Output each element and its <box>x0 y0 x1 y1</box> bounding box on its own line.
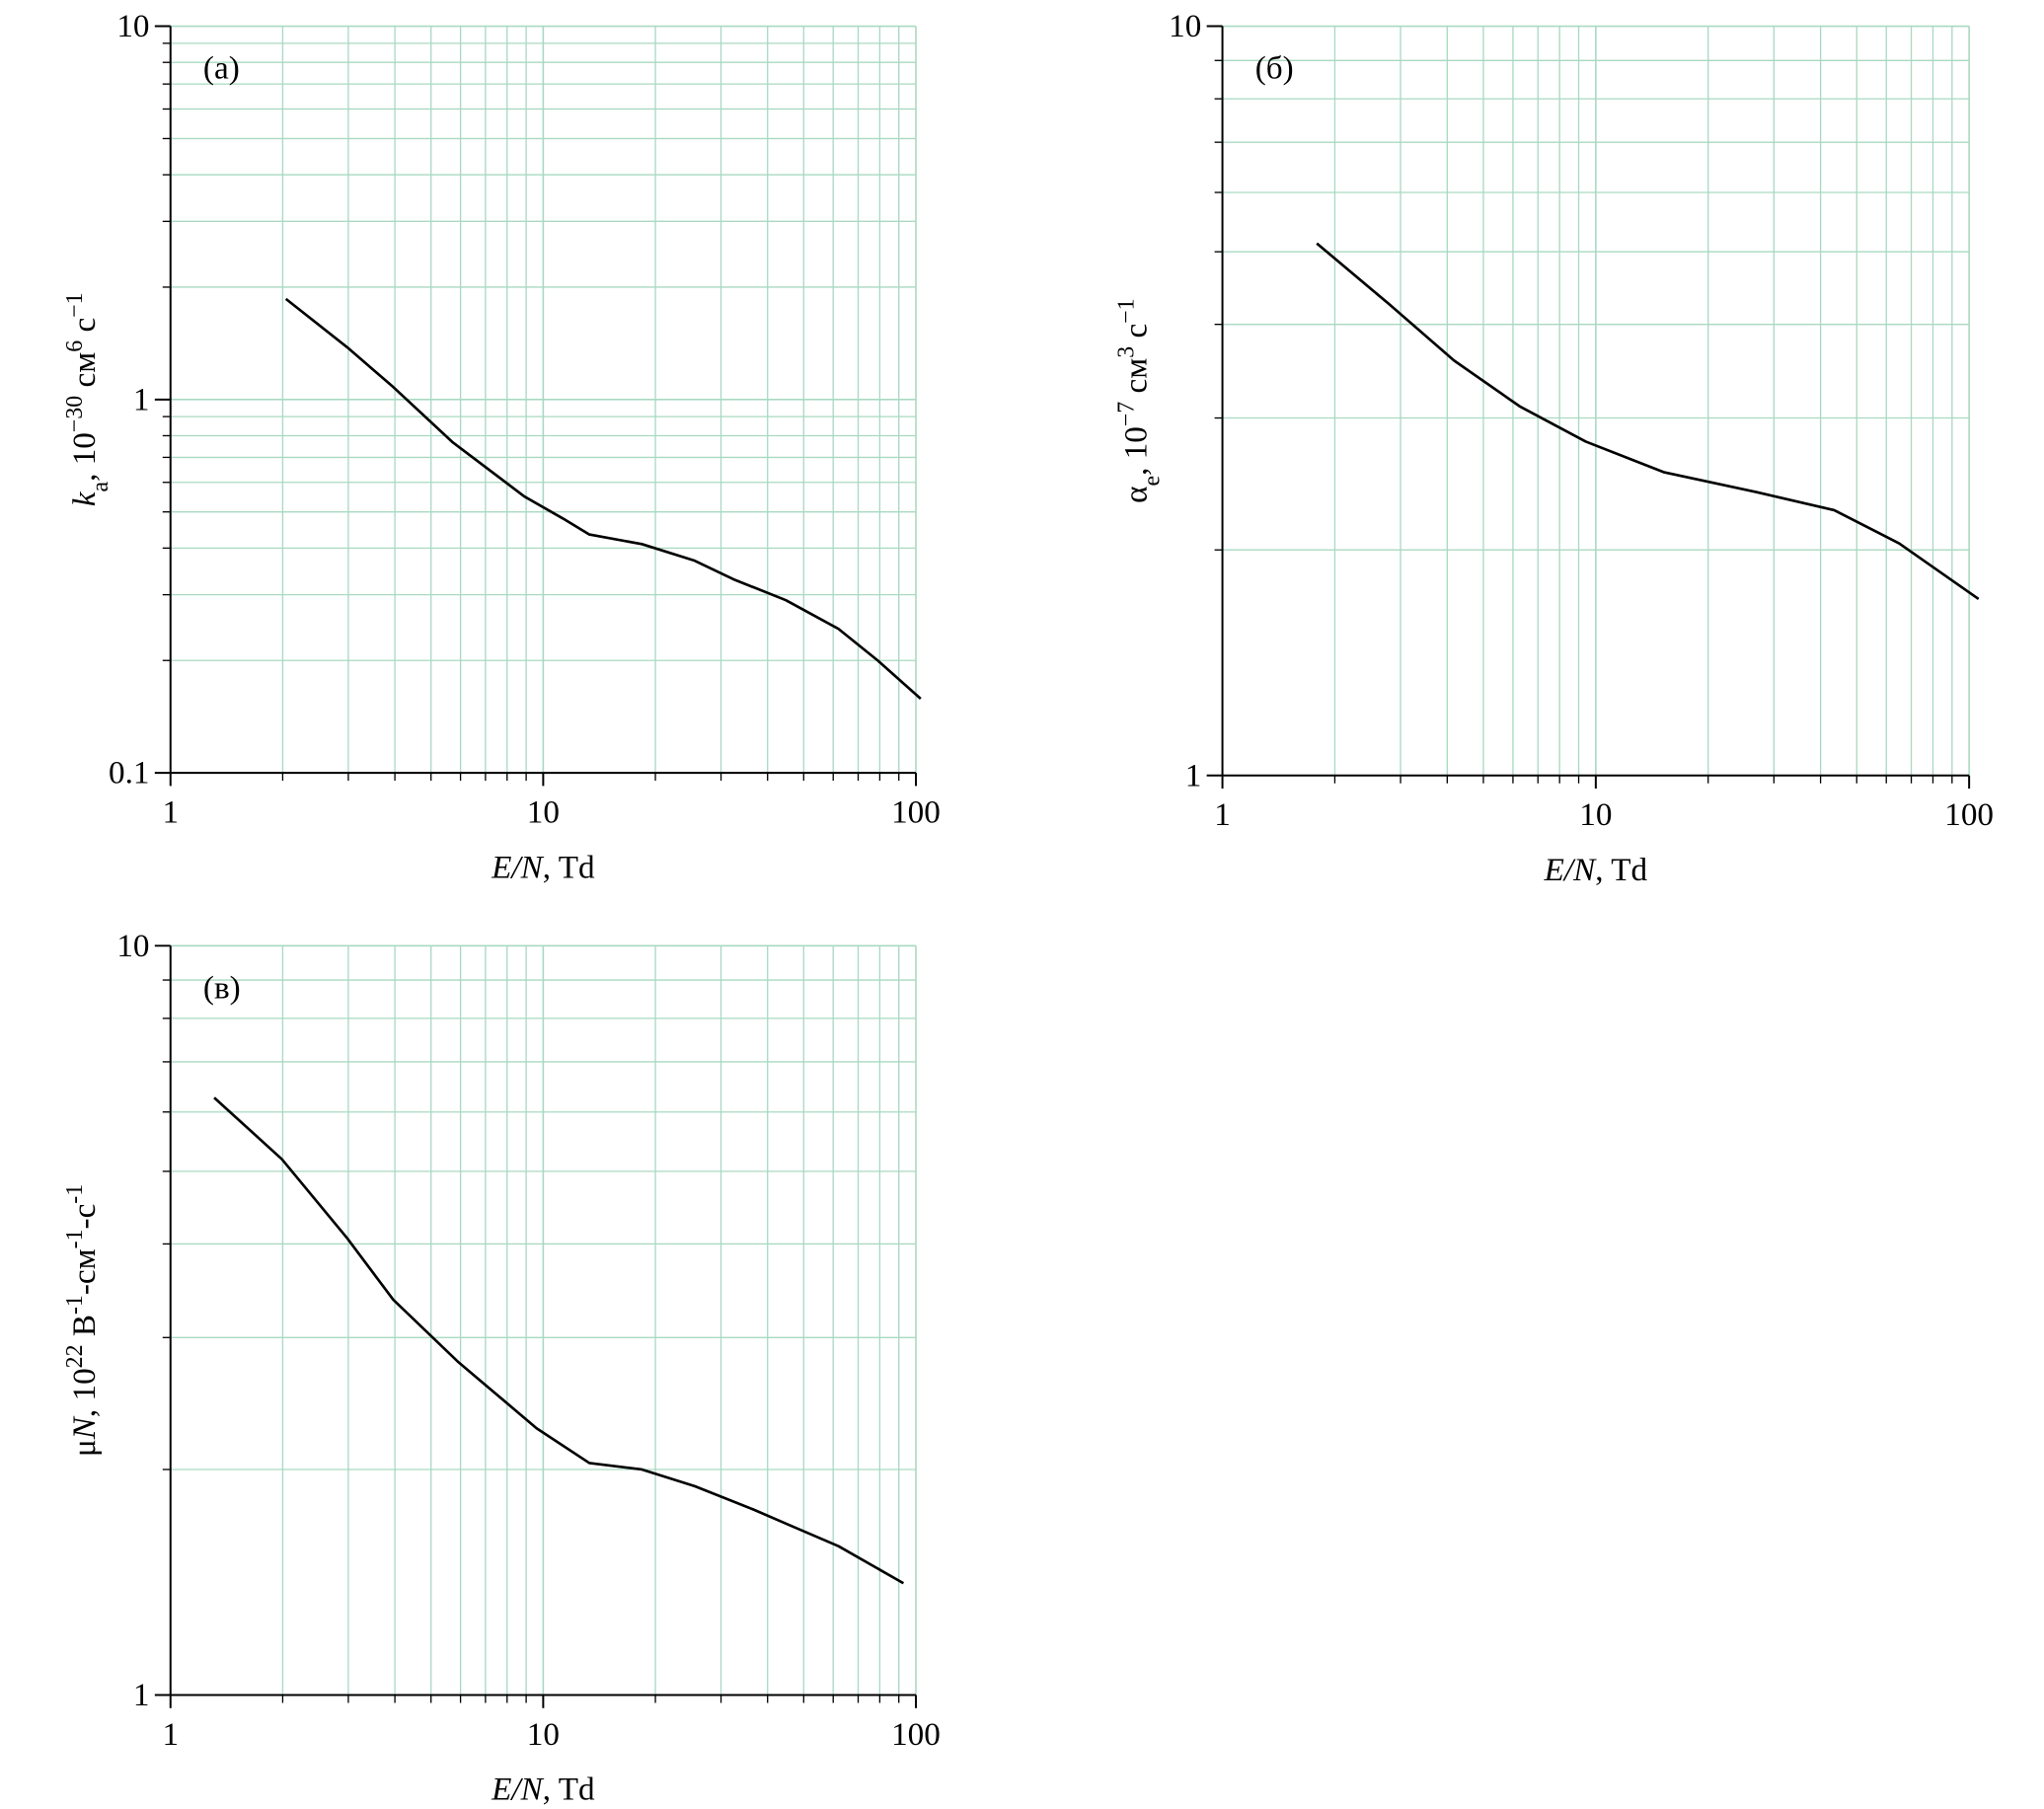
y-axis-label-part: -с <box>66 1204 103 1230</box>
y-axis-label-part: μ <box>66 1439 103 1457</box>
y-axis-label-part: -1 <box>62 1295 88 1315</box>
y-axis-label-part: см <box>66 352 103 396</box>
y-axis-label-part: , 10 <box>1118 426 1155 476</box>
y-axis-label-part: −7 <box>1114 402 1140 426</box>
x-axis-label-part: E/N <box>491 849 544 885</box>
y-axis-label-part: N <box>66 1415 103 1440</box>
x-tick-label: 10 <box>527 1716 560 1753</box>
y-axis-label: μN, 1022 В-1-см-1-с-1 <box>62 1184 103 1457</box>
y-axis-label-part: −1 <box>1114 298 1140 323</box>
y-axis-label-part: 3 <box>1114 346 1140 358</box>
y-axis-label-part: -1 <box>62 1229 88 1248</box>
x-axis-label-part: , Td <box>1595 852 1647 888</box>
x-axis-label-part: E/N <box>1544 852 1597 888</box>
x-tick-label: 1 <box>162 1716 179 1753</box>
x-tick-label: 100 <box>1944 796 1994 833</box>
y-axis-label-part: 6 <box>62 340 88 352</box>
x-axis-label-part: E/N <box>491 1771 544 1808</box>
y-axis-label-part: −30 <box>62 396 88 432</box>
y-axis-label: ka, 10−30 см6 с−1 <box>62 292 114 506</box>
y-axis-label-part: -1 <box>62 1184 88 1204</box>
data-line <box>1316 242 1980 601</box>
x-axis-label: E/N, Td <box>491 1771 595 1808</box>
panel-label: (в) <box>203 969 241 1006</box>
y-axis-label-part: 22 <box>62 1344 88 1368</box>
y-axis-label-part: , 10 <box>66 432 103 482</box>
y-axis-label-part: e <box>1140 476 1166 487</box>
x-tick-label: 100 <box>891 794 941 831</box>
y-axis-label: αe, 10−7 см3 с−1 <box>1114 298 1166 503</box>
y-axis-label-part: -см <box>66 1248 103 1295</box>
y-tick-label: 10 <box>116 928 149 964</box>
y-axis-label-part: с <box>1118 324 1155 346</box>
x-tick-label: 1 <box>1214 796 1231 833</box>
x-axis-label: E/N, Td <box>491 849 595 885</box>
x-tick-label: 1 <box>162 794 179 831</box>
y-tick-label: 10 <box>1169 8 1201 44</box>
x-tick-label: 10 <box>1579 796 1612 833</box>
y-axis-label-part: −1 <box>62 292 88 317</box>
y-tick-label: 10 <box>116 8 149 44</box>
panel-label: (б) <box>1255 50 1294 87</box>
x-axis-label-part: , Td <box>543 849 595 885</box>
x-axis-label-part: , Td <box>543 1771 595 1808</box>
y-tick-label: 1 <box>133 381 150 417</box>
x-tick-label: 10 <box>527 794 560 831</box>
data-line <box>213 1096 905 1585</box>
y-tick-label: 0.1 <box>109 755 149 791</box>
y-tick-label: 1 <box>1185 757 1202 793</box>
y-axis-label-part: В <box>66 1315 103 1344</box>
y-axis-label-part: см <box>1118 358 1155 402</box>
data-line <box>284 297 922 700</box>
y-axis-label-part: k <box>66 490 103 506</box>
y-axis-label-part: α <box>1118 487 1155 503</box>
y-tick-label: 1 <box>133 1677 150 1713</box>
x-tick-label: 100 <box>891 1716 941 1753</box>
panel-label: (а) <box>203 50 240 87</box>
y-axis-label-part: , 10 <box>66 1368 103 1417</box>
x-axis-label: E/N, Td <box>1544 852 1648 888</box>
y-axis-label-part: a <box>88 482 114 492</box>
y-axis-label-part: с <box>66 318 103 340</box>
